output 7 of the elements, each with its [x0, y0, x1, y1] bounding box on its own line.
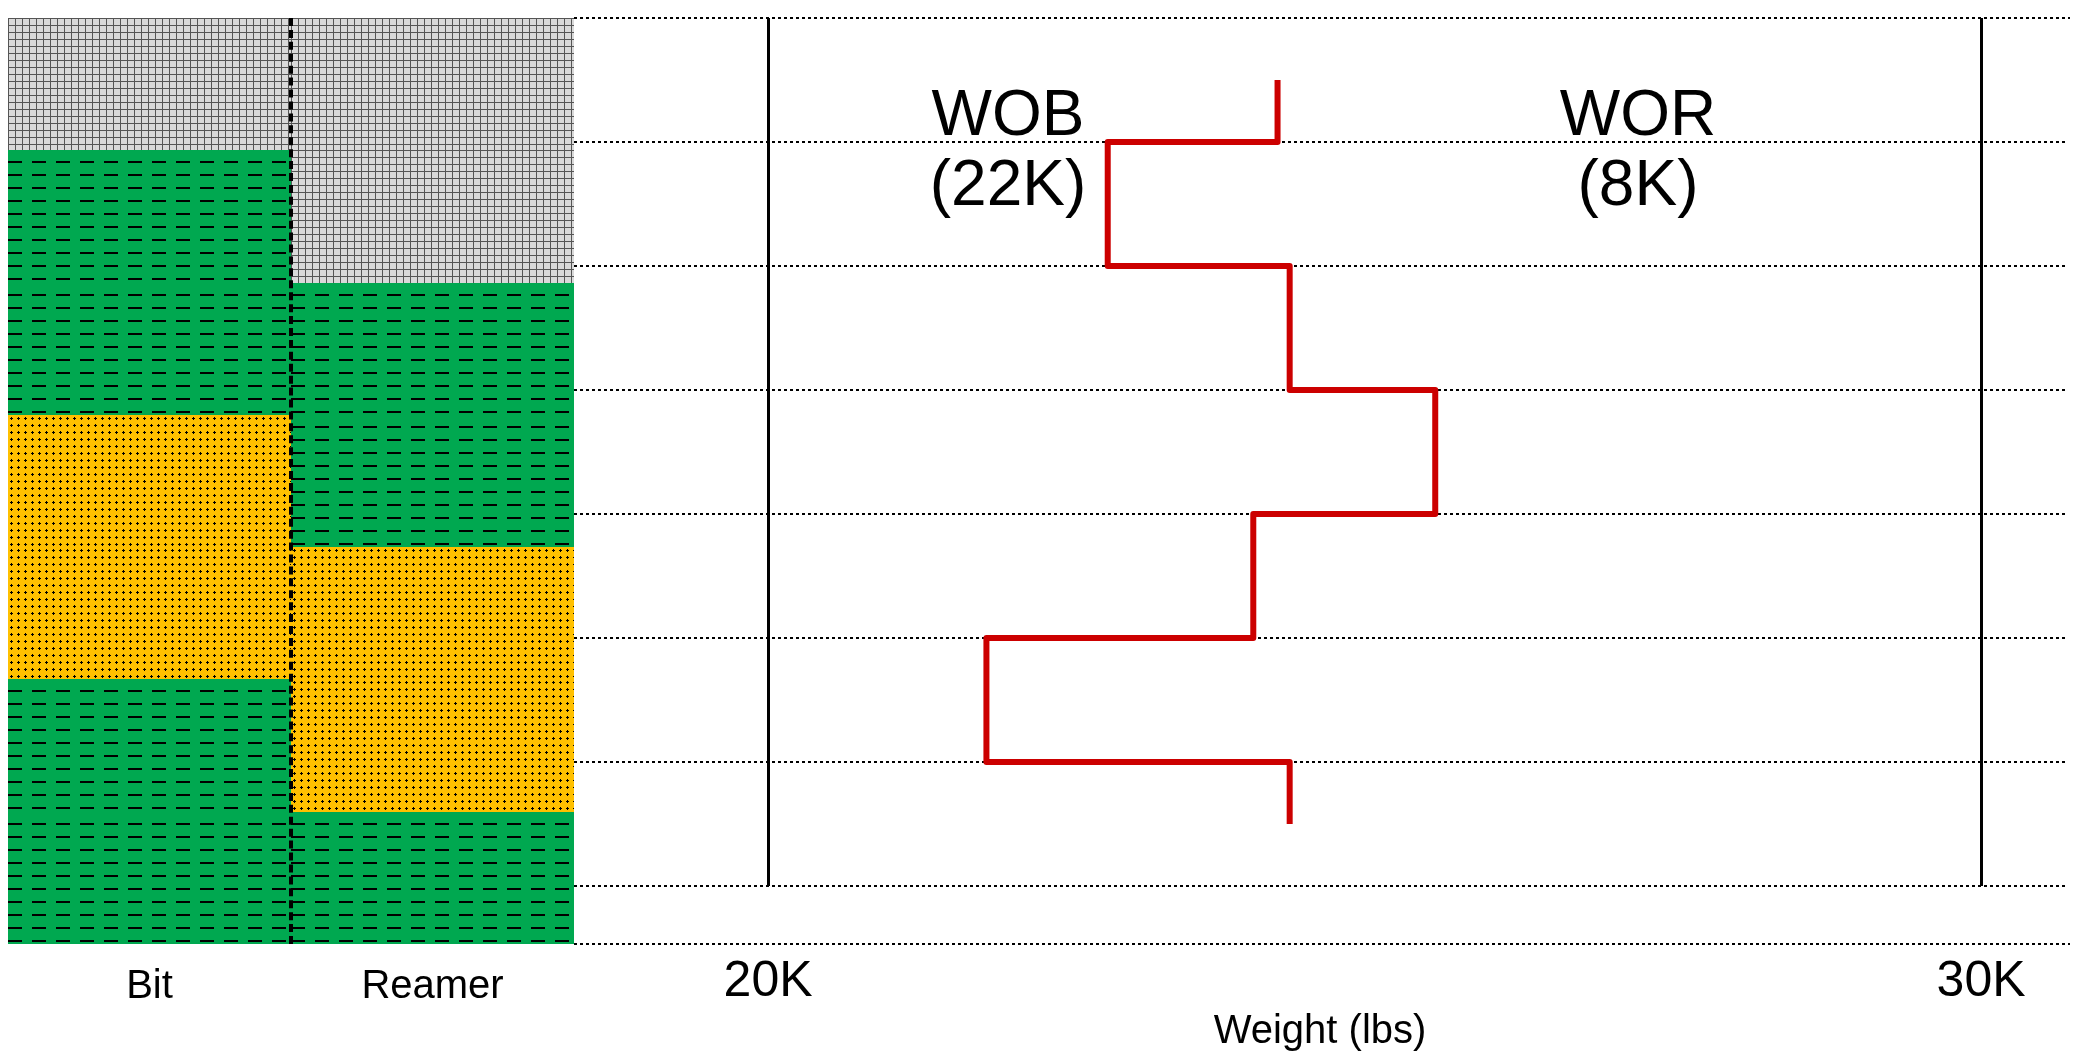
text: Bit — [126, 962, 173, 1006]
x-tick-label: 30K — [1936, 951, 2026, 1008]
x-tick-label: 20K — [723, 951, 813, 1008]
annotation: WOB (22K) — [929, 76, 1087, 220]
annotation: WOR (8K) — [1559, 76, 1717, 220]
text: Reamer — [361, 962, 504, 1006]
x-axis-title: Weight (lbs) — [1213, 1007, 1427, 1051]
